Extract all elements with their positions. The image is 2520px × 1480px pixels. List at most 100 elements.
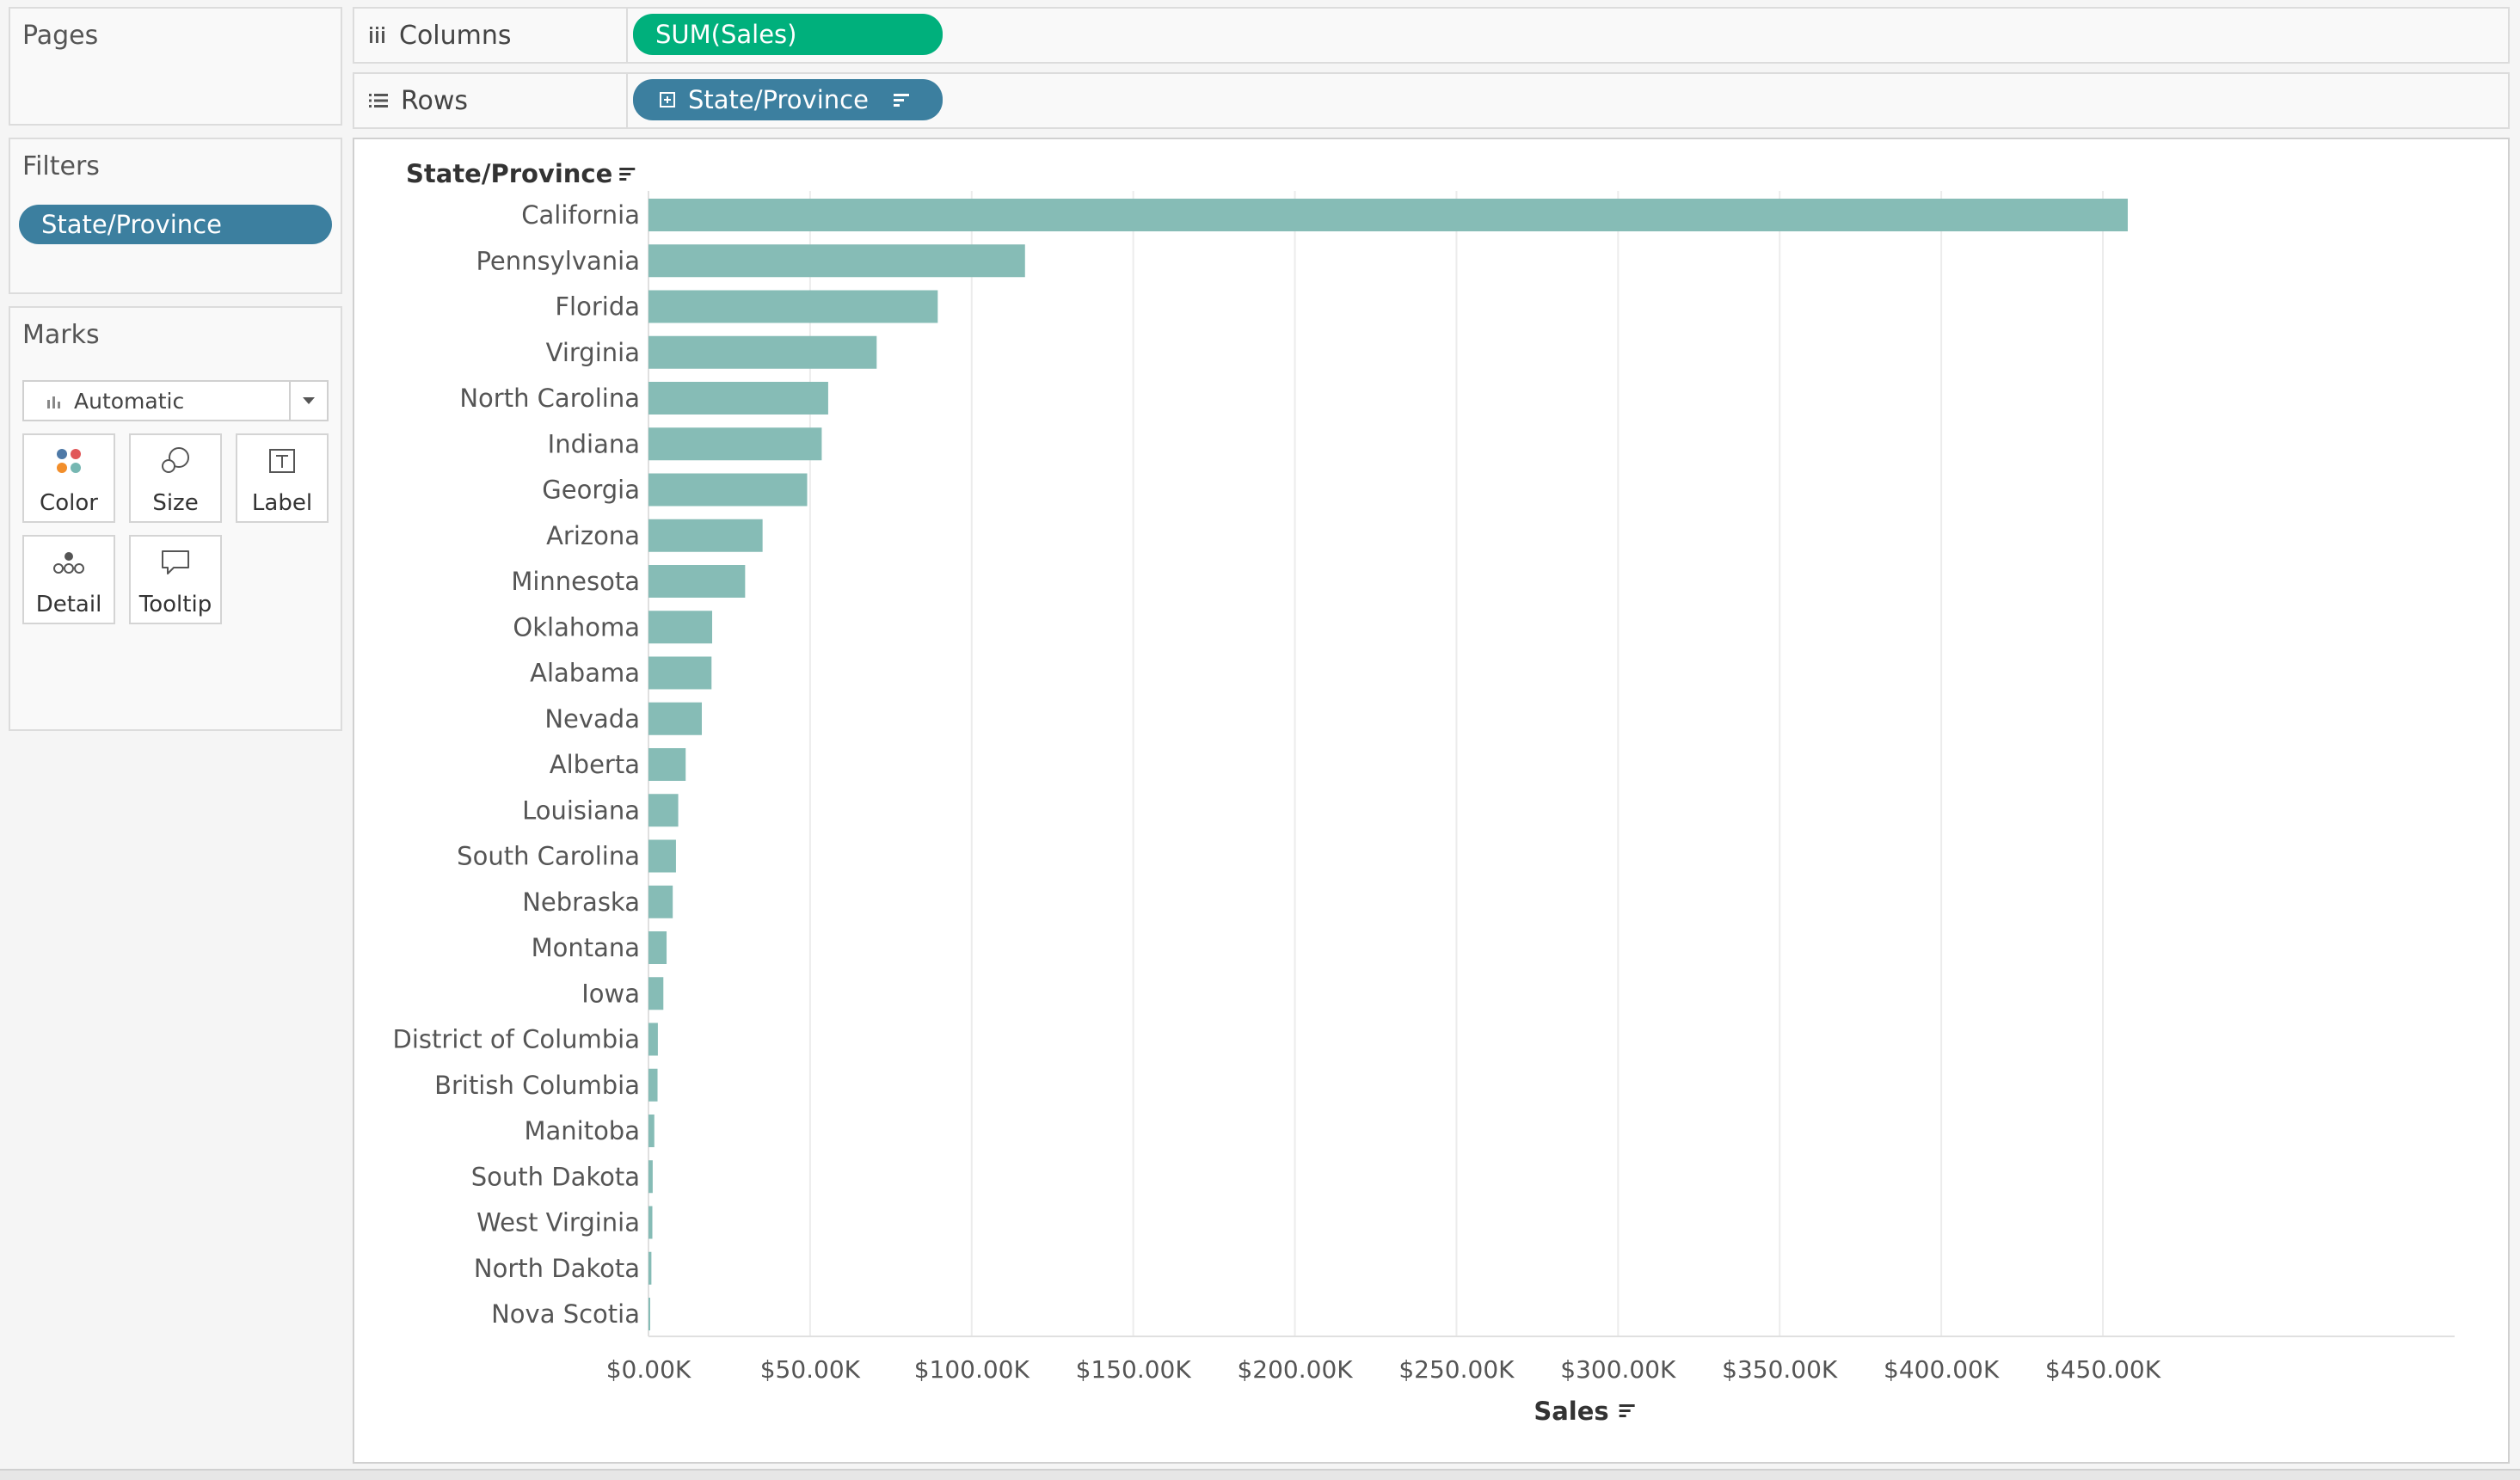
gridlines xyxy=(648,191,2455,1337)
label-button[interactable]: Label xyxy=(236,433,329,523)
color-icon xyxy=(57,449,81,473)
bar[interactable] xyxy=(648,611,713,644)
bar[interactable] xyxy=(648,1068,658,1102)
tooltip-button-label: Tooltip xyxy=(138,592,212,617)
bar[interactable] xyxy=(648,1298,650,1330)
bar[interactable] xyxy=(648,290,938,323)
bar[interactable] xyxy=(648,1206,653,1239)
sort-icon-bar xyxy=(1619,1404,1635,1407)
columns-shelf[interactable]: Columns SUM(Sales) xyxy=(353,7,2510,64)
label-icon xyxy=(269,449,295,473)
bar[interactable] xyxy=(648,794,679,827)
expand-icon[interactable] xyxy=(659,91,676,108)
sort-icon[interactable] xyxy=(893,91,912,108)
bar[interactable] xyxy=(648,1251,652,1285)
bar-chart: California Pennsylvania Florida Virginia Nor… xyxy=(393,159,2455,1426)
category-label[interactable]: South Dakota xyxy=(471,1162,640,1191)
category-label[interactable]: District of Columbia xyxy=(393,1025,640,1054)
category-label[interactable]: Nebraska xyxy=(522,887,640,917)
bar[interactable] xyxy=(648,702,703,735)
columns-pill-sum-sales[interactable]: SUM(Sales) xyxy=(633,14,943,55)
x-tick-label: $400.00K xyxy=(1884,1355,2000,1384)
columns-pill-label: SUM(Sales) xyxy=(655,20,797,49)
chart-view[interactable]: California Pennsylvania Florida Virginia Nor… xyxy=(353,138,2510,1464)
x-axis-title[interactable]: Sales xyxy=(1534,1397,1608,1426)
size-button[interactable]: Size xyxy=(129,433,222,523)
bar[interactable] xyxy=(648,885,673,918)
color-button[interactable]: Color xyxy=(22,433,115,523)
bar[interactable] xyxy=(648,382,828,415)
bar[interactable] xyxy=(648,427,822,461)
filters-panel[interactable]: Filters State/Province xyxy=(9,138,342,294)
category-label[interactable]: West Virginia xyxy=(476,1208,640,1237)
bar[interactable] xyxy=(648,199,2128,231)
category-label[interactable]: California xyxy=(521,200,640,230)
sort-icon-bar xyxy=(619,178,627,181)
category-label[interactable]: Georgia xyxy=(542,476,640,505)
bar[interactable] xyxy=(648,335,877,369)
category-label[interactable]: Alabama xyxy=(530,659,640,688)
rows-pill-state-province[interactable]: State/Province xyxy=(633,79,943,120)
category-label[interactable]: Virginia xyxy=(546,338,640,367)
category-label[interactable]: North Carolina xyxy=(459,384,640,413)
bar[interactable] xyxy=(648,1022,658,1056)
rows-shelf[interactable]: Rows State/Province xyxy=(353,72,2510,129)
bottom-tab-strip xyxy=(0,1469,2520,1480)
bars xyxy=(648,199,2128,1330)
category-label[interactable]: North Dakota xyxy=(474,1254,640,1283)
category-label[interactable]: Pennsylvania xyxy=(476,246,640,275)
category-labels: California Pennsylvania Florida Virginia Nor… xyxy=(393,200,640,1329)
bar[interactable] xyxy=(648,931,667,964)
category-label[interactable]: Manitoba xyxy=(524,1116,640,1145)
category-label[interactable]: Iowa xyxy=(581,979,640,1008)
bar[interactable] xyxy=(648,656,712,690)
mark-type-value: Automatic xyxy=(74,388,185,414)
columns-label-text: Columns xyxy=(399,20,512,51)
bar[interactable] xyxy=(648,839,676,873)
bar[interactable] xyxy=(648,519,763,552)
bar[interactable] xyxy=(648,1160,653,1194)
category-label[interactable]: Minnesota xyxy=(511,567,640,596)
sort-icon-bar xyxy=(619,168,636,170)
bar[interactable] xyxy=(648,1115,655,1147)
category-label[interactable]: Nevada xyxy=(544,704,640,734)
bar[interactable] xyxy=(648,473,808,507)
category-label[interactable]: Florida xyxy=(555,292,640,322)
mark-type-dropdown[interactable]: Automatic xyxy=(22,380,329,421)
row-header-label[interactable]: State/Province xyxy=(406,159,612,188)
bar[interactable] xyxy=(648,977,664,1010)
category-label[interactable]: British Columbia xyxy=(434,1071,640,1100)
detail-button[interactable]: Detail xyxy=(22,535,115,624)
category-label[interactable]: Indiana xyxy=(548,429,640,458)
x-tick-label: $200.00K xyxy=(1237,1355,1353,1384)
label-button-label: Label xyxy=(251,490,313,516)
chevron-down-icon[interactable] xyxy=(289,382,327,420)
tooltip-button[interactable]: Tooltip xyxy=(129,535,222,624)
size-button-label: Size xyxy=(152,490,199,516)
category-label[interactable]: Montana xyxy=(532,933,640,962)
tooltip-icon xyxy=(162,550,189,574)
bar[interactable] xyxy=(648,565,746,598)
sort-icon-bar xyxy=(1619,1409,1631,1412)
category-label[interactable]: South Carolina xyxy=(457,842,640,871)
bar[interactable] xyxy=(648,244,1025,278)
sort-icon-bar xyxy=(619,173,631,175)
sort-icon-bar xyxy=(1619,1415,1626,1417)
category-label[interactable]: Nova Scotia xyxy=(491,1299,640,1329)
pages-panel[interactable]: Pages xyxy=(9,7,342,126)
size-icon xyxy=(162,447,189,473)
bar[interactable] xyxy=(648,748,686,781)
category-label[interactable]: Arizona xyxy=(546,521,640,550)
category-label[interactable]: Oklahoma xyxy=(513,612,640,642)
category-label[interactable]: Louisiana xyxy=(522,795,640,825)
filter-pill-state-province[interactable]: State/Province xyxy=(19,205,332,244)
category-label[interactable]: Alberta xyxy=(550,750,640,779)
pages-title: Pages xyxy=(22,21,99,51)
marks-title: Marks xyxy=(22,320,100,350)
x-tick-label: $100.00K xyxy=(914,1355,1030,1384)
rows-pill-label: State/Province xyxy=(688,85,869,114)
x-axis-sort-icon[interactable] xyxy=(1619,1404,1635,1417)
x-tick-label: $350.00K xyxy=(1722,1355,1838,1384)
row-header-sort-icon[interactable] xyxy=(619,168,636,181)
marks-panel[interactable]: Marks Automatic Color Size Label xyxy=(9,306,342,731)
